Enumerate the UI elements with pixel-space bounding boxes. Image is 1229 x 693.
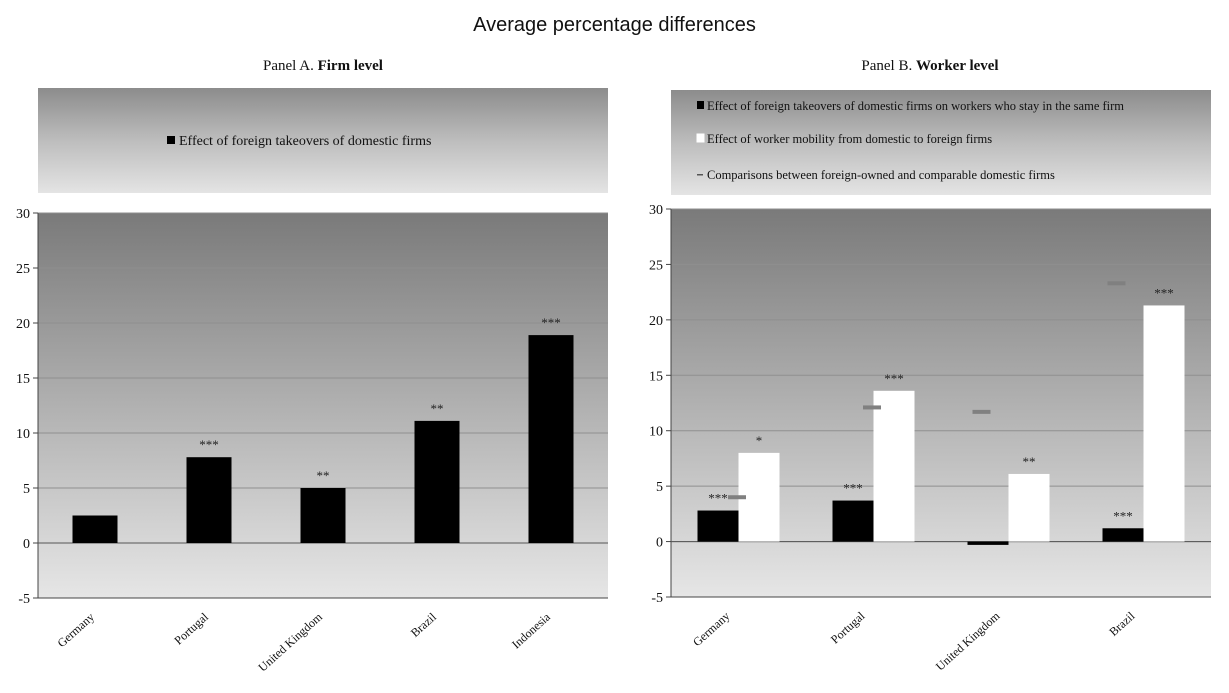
legend-label: Comparisons between foreign-owned and co…: [707, 168, 1055, 182]
y-tick-label: 10: [16, 427, 30, 442]
y-tick-label: 15: [16, 372, 30, 387]
comparison-marker: [863, 405, 881, 410]
x-tick-label: Portugal: [171, 609, 211, 647]
legend-marker: [167, 136, 175, 144]
bar: [832, 500, 874, 542]
data-label: ***: [1113, 508, 1133, 523]
data-label: ***: [199, 437, 219, 452]
comparison-marker: [728, 495, 746, 500]
bar: [186, 457, 232, 543]
y-tick-label: 30: [649, 203, 663, 218]
legend-marker: [697, 101, 704, 109]
legend-marker: [697, 174, 703, 176]
data-label: ***: [884, 371, 904, 386]
x-tick-label: Germany: [690, 609, 733, 649]
y-tick-label: 25: [16, 262, 30, 277]
y-tick-label: 10: [649, 425, 663, 440]
y-tick-label: 0: [656, 536, 663, 551]
legend-label: Effect of foreign takeovers of domestic …: [707, 99, 1124, 113]
data-label: **: [317, 468, 330, 483]
bar: [1143, 305, 1185, 542]
x-tick-label: Brazil: [408, 609, 440, 639]
x-tick-label: Germany: [54, 610, 97, 650]
data-label: ***: [1154, 285, 1174, 300]
data-label: ***: [843, 481, 863, 496]
data-label: *: [756, 433, 763, 448]
bar: [1008, 473, 1050, 542]
x-tick-label: Indonesia: [509, 609, 554, 651]
data-label: **: [1023, 454, 1036, 469]
bar: [72, 515, 118, 543]
data-label: **: [431, 401, 444, 416]
legend-label: Effect of foreign takeovers of domestic …: [179, 134, 431, 149]
y-tick-label: 0: [23, 537, 30, 552]
panel-b-title: Panel B. Worker level: [861, 58, 999, 74]
panel-a-title: Panel A. Firm level: [263, 58, 383, 74]
bar: [528, 335, 574, 543]
legend-label: Effect of worker mobility from domestic …: [707, 132, 992, 146]
bar: [873, 390, 915, 542]
legend-box: [38, 88, 608, 193]
y-tick-label: 20: [16, 317, 30, 332]
x-tick-label: Brazil: [1106, 608, 1138, 638]
data-label: ***: [708, 491, 728, 506]
x-tick-label: United Kingdom: [933, 608, 1003, 673]
bar: [967, 541, 1009, 545]
y-tick-label: 5: [23, 482, 30, 497]
y-tick-label: 20: [649, 314, 663, 329]
bar: [1102, 528, 1144, 542]
chart-title: Average percentage differences: [473, 14, 756, 36]
legend-marker: [696, 133, 705, 143]
y-tick-label: -5: [651, 591, 663, 606]
bar: [697, 510, 739, 542]
x-tick-label: United Kingdom: [255, 609, 325, 674]
legend-box: [671, 90, 1211, 195]
data-label: ***: [541, 315, 561, 330]
comparison-marker: [1107, 281, 1126, 286]
y-tick-label: 25: [649, 258, 663, 273]
bar: [300, 488, 346, 543]
y-tick-label: 15: [649, 369, 663, 384]
bar: [414, 420, 460, 543]
y-tick-label: 30: [16, 207, 30, 222]
comparison-marker: [972, 409, 991, 414]
y-tick-label: -5: [18, 592, 30, 607]
x-tick-label: Portugal: [828, 608, 868, 646]
y-tick-label: 5: [656, 480, 663, 495]
